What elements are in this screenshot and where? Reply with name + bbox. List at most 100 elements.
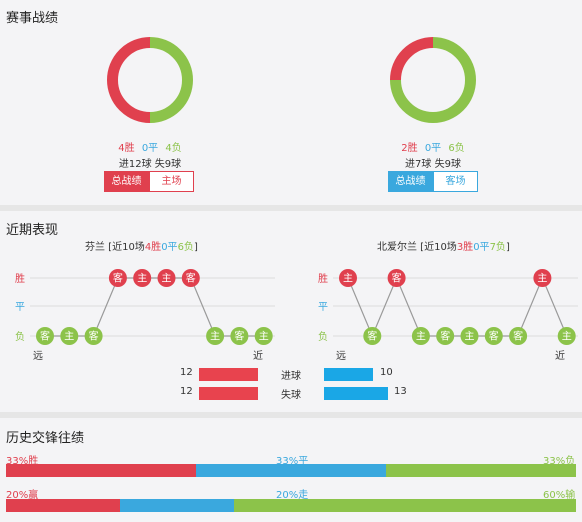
left-summary-losses: 6负 bbox=[177, 242, 194, 253]
right-summary-pre: [近10场 bbox=[417, 242, 457, 253]
right-form-point-circle bbox=[533, 269, 552, 287]
right-form-point-circle bbox=[484, 327, 503, 345]
right-form-point: 客 bbox=[387, 269, 406, 287]
right-donut-chart bbox=[390, 37, 476, 123]
right-far-label: 远 bbox=[336, 351, 346, 362]
right-row-label-draw: 平 bbox=[318, 302, 328, 313]
right-form-point-label: 客 bbox=[440, 330, 450, 343]
right-row-label-win: 胜 bbox=[318, 274, 328, 285]
right-form-point: 主 bbox=[339, 269, 357, 287]
hist-row2-segment bbox=[234, 499, 576, 512]
competition-section: 赛事战绩 4胜 0平 4负 进12球 失9球 总战绩 主场 2胜 0平 6负 进… bbox=[0, 0, 582, 205]
history-row2-left-label: 20%赢 bbox=[6, 490, 39, 501]
right-form-point-circle bbox=[387, 269, 406, 287]
right-scored-value: 10 bbox=[380, 367, 393, 378]
left-form-point-circle bbox=[133, 269, 152, 287]
left-form-line bbox=[45, 277, 264, 337]
left-form-point-circle bbox=[108, 269, 127, 287]
left-tab-total[interactable]: 总战绩 bbox=[104, 171, 149, 192]
left-form-point: 客 bbox=[181, 269, 200, 287]
left-form-point-circle bbox=[254, 327, 273, 345]
right-summary-wins: 3胜 bbox=[456, 242, 474, 253]
hist-row1-segment bbox=[6, 464, 196, 477]
right-form-point: 主 bbox=[557, 327, 576, 345]
right-summary-losses: 7负 bbox=[489, 242, 506, 253]
left-form-point: 主 bbox=[254, 327, 273, 345]
left-form-point-circle bbox=[181, 269, 200, 287]
competition-title: 赛事战绩 bbox=[6, 11, 59, 26]
right-form-point-label: 客 bbox=[489, 330, 499, 343]
recent-title: 近期表现 bbox=[6, 223, 59, 238]
left-form-point-label: 主 bbox=[210, 331, 220, 343]
right-tab-total[interactable]: 总战绩 bbox=[388, 171, 433, 192]
right-summary-draws: 0平 bbox=[473, 242, 490, 253]
history-section: 历史交锋往绩 33%胜 33%平 33%负 20%赢 20%走 60%输 bbox=[0, 418, 582, 522]
right-near-label: 近 bbox=[555, 351, 565, 362]
right-form-point: 客 bbox=[509, 327, 528, 345]
right-form-point-label: 主 bbox=[537, 273, 547, 285]
left-form-point: 客 bbox=[230, 327, 249, 345]
right-form-point-circle bbox=[509, 327, 528, 345]
left-scored-value: 12 bbox=[180, 367, 193, 378]
left-form-point-label: 客 bbox=[40, 330, 50, 343]
left-form-point: 主 bbox=[60, 327, 79, 345]
left-row-label-win: 胜 bbox=[15, 274, 25, 285]
conceded-label: 失球 bbox=[281, 390, 301, 401]
left-conceded-bar bbox=[199, 387, 258, 400]
left-form-point-circle bbox=[230, 327, 249, 345]
right-form-point-label: 客 bbox=[513, 330, 523, 343]
history-row1-left-label: 33%胜 bbox=[6, 456, 39, 467]
left-form-point: 主 bbox=[133, 269, 152, 287]
right-form-point-circle bbox=[436, 327, 455, 345]
hist-row1-segment bbox=[196, 464, 386, 477]
history-row2-bar bbox=[6, 499, 576, 512]
right-form-point-label: 客 bbox=[392, 272, 402, 285]
left-donut-chart bbox=[107, 37, 193, 123]
left-form-point-label: 客 bbox=[89, 330, 99, 343]
left-draws: 0平 bbox=[141, 143, 159, 154]
left-tab-home[interactable]: 主场 bbox=[149, 171, 194, 192]
left-summary-wins: 4胜 bbox=[144, 242, 162, 253]
left-team-name: 芬兰 bbox=[85, 242, 105, 253]
right-losses: 6负 bbox=[448, 143, 465, 154]
right-form-point: 客 bbox=[484, 327, 503, 345]
left-form-point-circle bbox=[60, 327, 79, 345]
left-form-point: 主 bbox=[157, 269, 176, 287]
left-form-point-label: 主 bbox=[137, 273, 147, 285]
left-conceded-value: 12 bbox=[180, 386, 193, 397]
right-form-point-label: 主 bbox=[562, 331, 572, 343]
left-form-point: 客 bbox=[84, 327, 103, 345]
right-tab-away[interactable]: 客场 bbox=[433, 171, 478, 192]
right-form-point-circle bbox=[363, 327, 382, 345]
scored-label: 进球 bbox=[281, 371, 301, 382]
left-form-point-circle bbox=[84, 327, 103, 345]
left-form-point-circle bbox=[157, 269, 176, 287]
right-draws: 0平 bbox=[424, 143, 442, 154]
right-summary-post: ] bbox=[505, 242, 510, 253]
left-scored-bar bbox=[199, 368, 258, 381]
left-form-point: 客 bbox=[36, 327, 54, 345]
hist-row2-segment bbox=[120, 499, 234, 512]
hist-row2-segment bbox=[6, 499, 120, 512]
right-record: 2胜 0平 6负 bbox=[363, 139, 503, 154]
left-record: 4胜 0平 4负 bbox=[80, 139, 220, 154]
left-goals: 进12球 失9球 bbox=[118, 159, 182, 170]
left-donut-loss-arc bbox=[149, 37, 193, 123]
left-row-label-draw: 平 bbox=[15, 302, 25, 313]
right-form-point: 主 bbox=[533, 269, 552, 287]
left-form-chart: 客主客客主主客主客主 bbox=[30, 269, 275, 345]
left-summary-draws: 0平 bbox=[161, 242, 178, 253]
left-tabs: 总战绩 主场 bbox=[104, 171, 194, 192]
right-tabs: 总战绩 客场 bbox=[388, 171, 478, 192]
history-title: 历史交锋往绩 bbox=[6, 431, 85, 446]
right-form-point: 主 bbox=[460, 327, 479, 345]
history-row2-mid-label: 20%走 bbox=[276, 490, 309, 501]
history-row1-bar bbox=[6, 464, 576, 477]
left-recent-summary: 芬兰 [近10场4胜0平6负] bbox=[85, 238, 198, 253]
history-row1-right-label: 33%负 bbox=[543, 456, 576, 467]
left-near-label: 近 bbox=[253, 351, 263, 362]
left-form-point-circle bbox=[36, 327, 54, 345]
right-form-point-label: 主 bbox=[416, 331, 426, 343]
right-form-point-label: 主 bbox=[343, 273, 353, 285]
hist-row1-segment bbox=[386, 464, 576, 477]
